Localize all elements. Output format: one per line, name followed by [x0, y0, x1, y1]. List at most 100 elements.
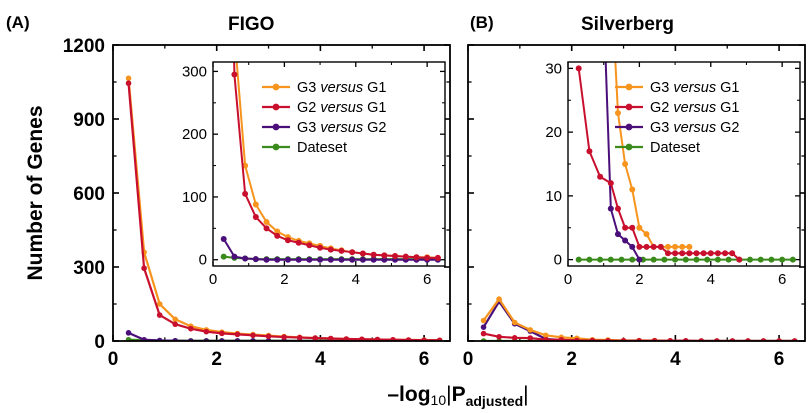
B_inset-point-g3-versus-g1: [672, 243, 679, 250]
A_main-ytick-label: 600: [73, 184, 105, 205]
A_inset-point-g2-versus-g1: [327, 246, 334, 253]
legend-entry: G2 versus G1: [297, 100, 386, 116]
B_main-point-g3-versus-g1: [480, 317, 487, 324]
legend-entry-pre: G3: [297, 120, 320, 136]
A_inset-point-g3-versus-g2: [370, 256, 377, 263]
A_inset-xtick-label: 2: [280, 271, 288, 288]
A_main-point-g2-versus-g1: [265, 333, 272, 340]
B_inset-ytick-label: 20: [545, 124, 562, 141]
A_inset-xtick-label: 6: [423, 271, 431, 288]
A_main-point-g2-versus-g1: [405, 337, 412, 341]
B_inset-frame: [567, 61, 801, 267]
A_inset-point-g2-versus-g1: [263, 225, 270, 232]
A_main-xtick-label: 0: [108, 349, 119, 370]
B_inset-point-g2-versus-g1: [597, 173, 604, 180]
legend-marker: [625, 83, 633, 91]
legend-marker: [625, 123, 633, 131]
legend-entry: G3 versus G1: [297, 80, 386, 96]
A_inset-frame: [212, 61, 446, 267]
B_main-point-g3-versus-g1: [511, 319, 518, 326]
legend-entry-italic: versus: [320, 100, 363, 116]
A_inset-background: [213, 62, 445, 266]
A_inset-point-g3-versus-g2: [220, 236, 227, 243]
B_inset-xtick-label: 4: [707, 271, 715, 288]
A_main-xtick-label: 6: [419, 349, 430, 370]
panel-b-main-plot: 0 2 4 6: [463, 44, 806, 370]
B_inset-point-g3-versus-g2: [601, 2, 607, 8]
A_main-point-g3-versus-g2: [125, 330, 132, 336]
B_main-series-group: [480, 296, 798, 341]
A_main-point-g3-versus-g2: [141, 336, 147, 341]
B_inset-point-g3-versus-g1: [643, 231, 650, 238]
legend-entry: Dateset: [297, 140, 347, 156]
x-axis-label-main: –log: [387, 383, 430, 406]
A_inset-point-g2-versus-g1: [392, 252, 399, 259]
A_inset-point-g3-versus-g2: [274, 256, 281, 263]
legend-entry-pre: G2: [650, 100, 673, 116]
A_main-point-g2-versus-g1: [359, 336, 365, 341]
A_main-point-g2-versus-g1: [156, 312, 163, 318]
A_inset-point-g2-versus-g1: [338, 247, 345, 254]
legend-marker: [625, 103, 633, 111]
A_main-point-g2-versus-g1: [219, 330, 225, 337]
legend-entry: G3 versus G2: [650, 120, 739, 136]
B_inset-point-g2-versus-g1: [622, 224, 629, 231]
B_inset-point-dateset: [682, 256, 689, 263]
y-axis-label: Number of Genes: [24, 105, 47, 280]
A_main-point-g2-versus-g1: [203, 328, 210, 335]
A_inset-point-g3-versus-g2: [317, 256, 324, 263]
B_main-point-g2-versus-g1: [496, 334, 502, 340]
A_main-point-g3-versus-g1: [125, 75, 132, 82]
A_main-point-g2-versus-g1: [374, 336, 381, 341]
A_inset-point-g3-versus-g2: [252, 256, 259, 263]
A_inset-ytick-label: 300: [182, 63, 207, 80]
B_inset-point-g2-versus-g1: [693, 250, 700, 257]
legend-marker: [272, 103, 280, 111]
legend-entry-italic: versus: [320, 80, 363, 96]
A_inset-xtick-label: 4: [352, 271, 360, 288]
A_main-point-g2-versus-g1: [281, 334, 287, 340]
A_inset-point-g3-versus-g2: [327, 256, 334, 263]
panel-a-title: FIGO: [228, 14, 274, 35]
B_inset-point-g3-versus-g2: [622, 237, 629, 244]
A_inset-point-g3-versus-g2: [338, 256, 345, 263]
A_main-ytick-label: 0: [94, 332, 105, 353]
B_inset-point-dateset: [768, 256, 775, 263]
B_inset-point-g2-versus-g1: [575, 65, 582, 72]
B_inset-ytick-label: 0: [554, 252, 562, 269]
A_main-point-g2-versus-g1: [390, 336, 396, 341]
B_main-frame: [467, 44, 806, 342]
legend-entry: G3 versus G2: [297, 120, 386, 136]
B_inset-point-g2-versus-g1: [586, 148, 593, 155]
x-axis-label: –log10|Padjusted|: [387, 383, 528, 409]
legend-entry: G3 versus G1: [650, 80, 739, 96]
A_inset-point-g2-versus-g1: [317, 244, 324, 251]
B_inset-point-g2-versus-g1: [664, 250, 671, 257]
A_inset-point-g3-versus-g2: [284, 256, 291, 263]
A_inset-point-g2-versus-g1: [370, 251, 377, 258]
B_main-line-g3-versus-g1: [482, 297, 795, 341]
legend-marker: [625, 143, 633, 151]
B_inset-point-g2-versus-g1: [714, 250, 721, 257]
B_inset-point-dateset: [575, 256, 582, 263]
A_inset-point-g2-versus-g1: [252, 214, 259, 221]
panel-b-inset-plot: 0 2 4 6 0 10 20 30: [545, 2, 801, 288]
A_inset-point-g2-versus-g1: [274, 232, 281, 239]
B_inset-point-dateset: [714, 256, 721, 263]
B_inset-point-g3-versus-g1: [664, 243, 671, 250]
B_inset-point-g2-versus-g1: [614, 205, 621, 212]
B_main-xtick-label: 2: [566, 349, 577, 370]
B_inset-point-dateset: [586, 256, 593, 263]
B_inset-point-g2-versus-g1: [636, 243, 643, 250]
A_inset-point-g2-versus-g1: [306, 242, 313, 249]
B_inset-point-g3-versus-g1: [614, 110, 621, 116]
panel-b-title: Silverberg: [581, 14, 674, 35]
legend-entry-pre: G2: [297, 100, 320, 116]
legend-entry-post: G1: [716, 100, 739, 116]
x-axis-label-sub10: 10: [431, 392, 447, 408]
B_main-point-g2-versus-g1: [558, 336, 565, 341]
B_inset-point-g3-versus-g2: [636, 256, 643, 263]
